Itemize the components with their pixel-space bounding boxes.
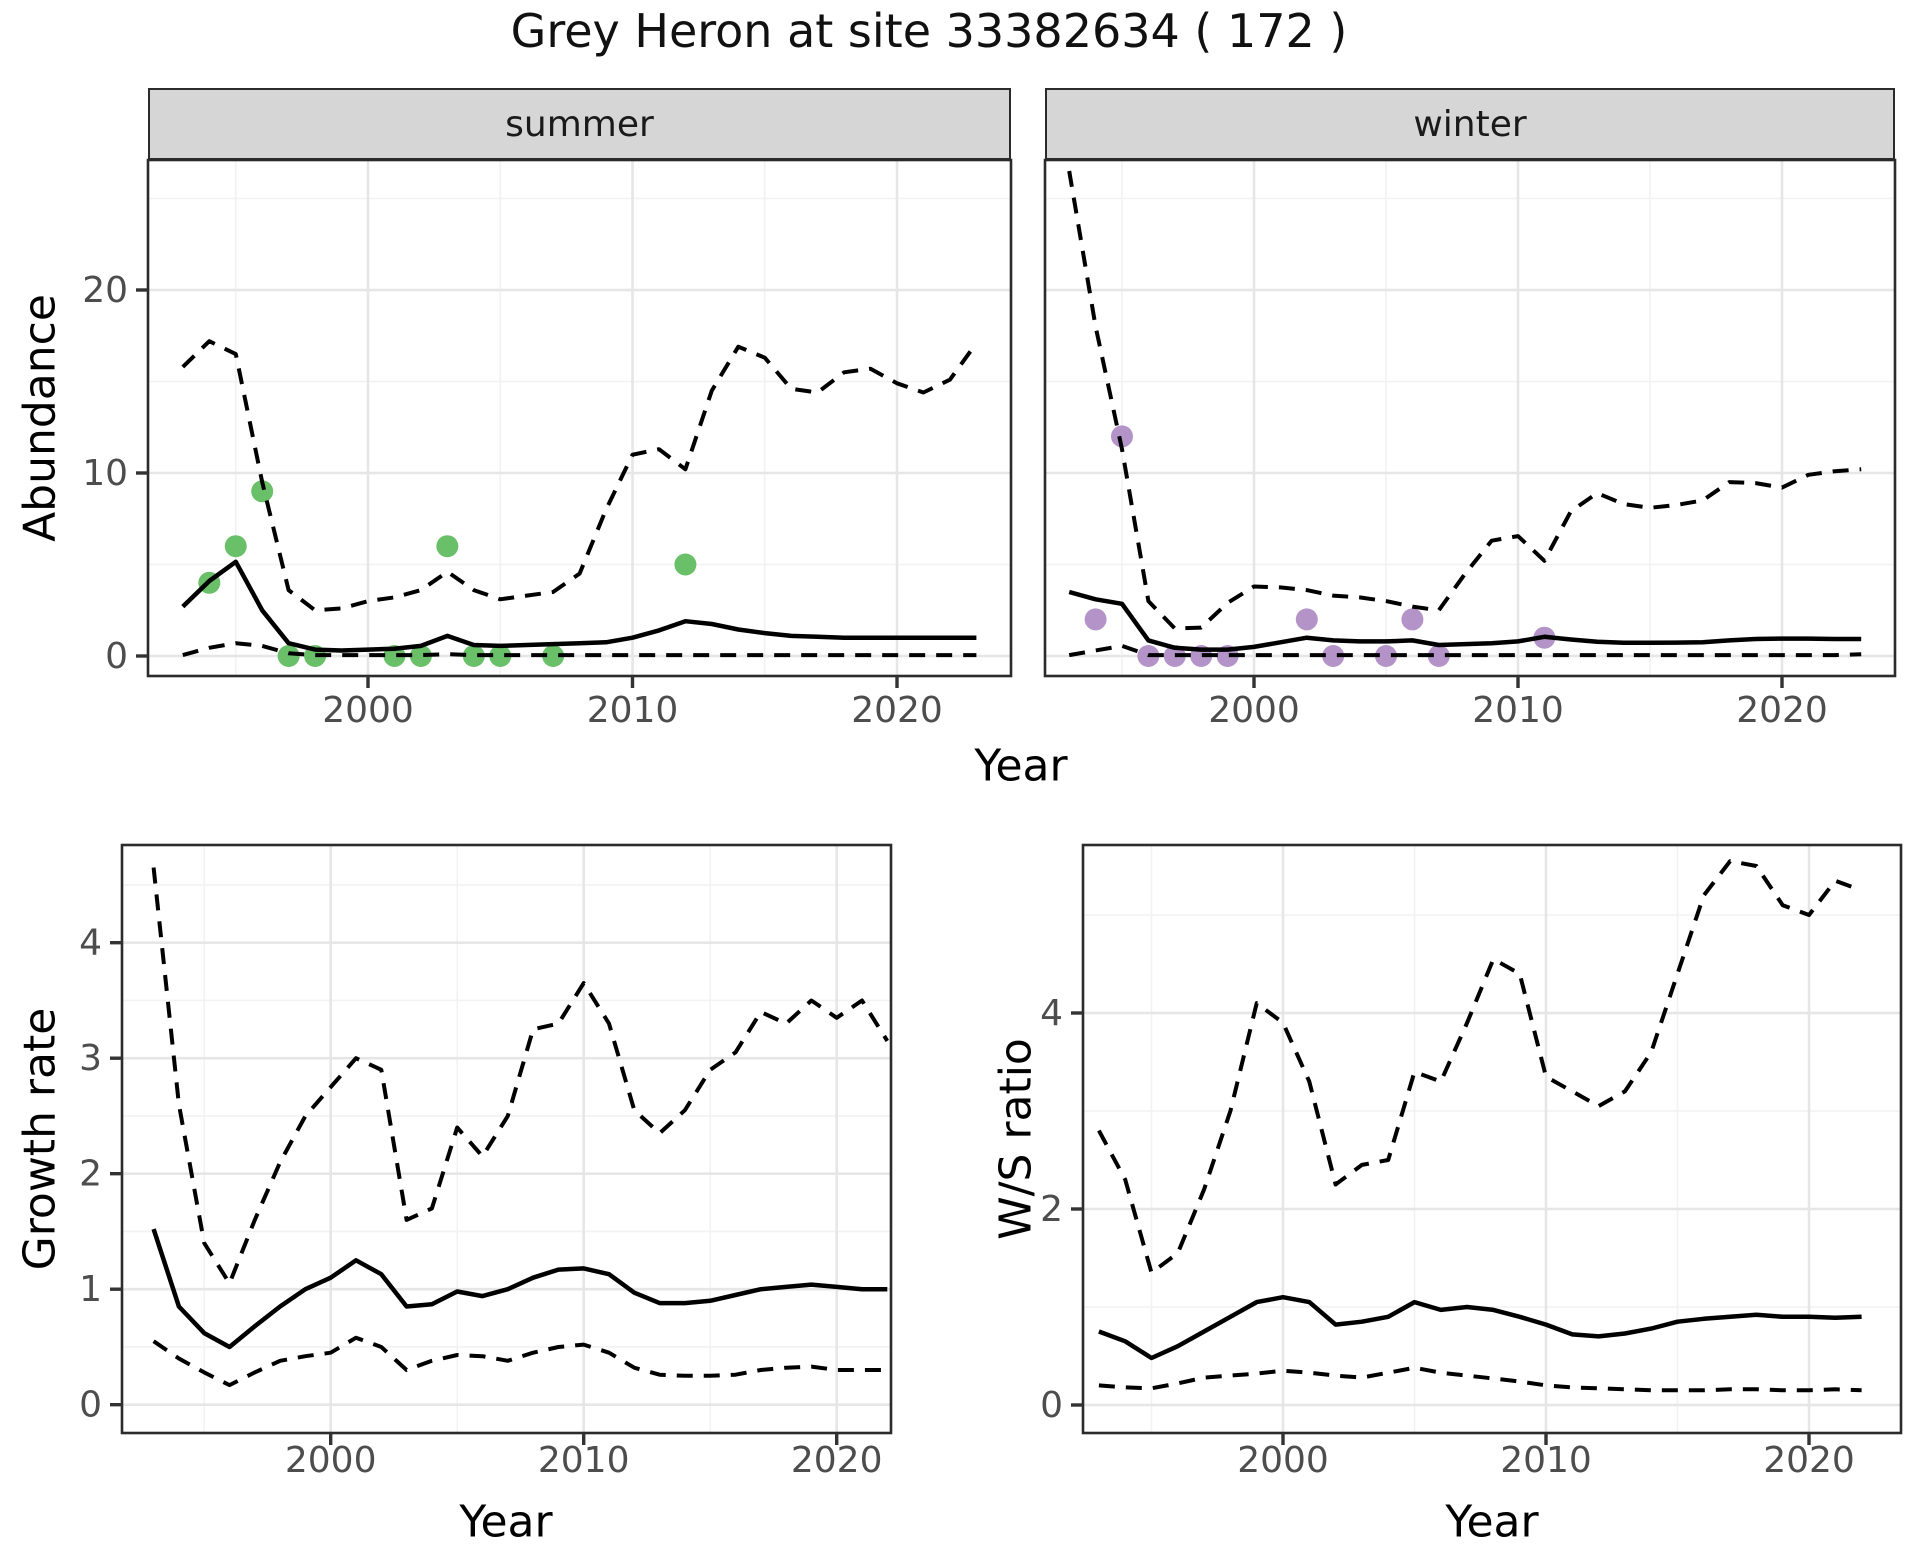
y-tick-label-ws-ratio-4: 4: [1040, 993, 1063, 1034]
point-abundance-summer-2004: [462, 645, 485, 667]
y-tick-label-abundance-summer-10: 10: [82, 453, 128, 494]
x-tick-label-growth-rate-2000: 2000: [285, 1440, 377, 1481]
x-tick-label-growth-rate-2010: 2010: [538, 1440, 630, 1481]
panel-abundance-summer: 2000 2010 2020 0 10 20: [82, 158, 1013, 731]
point-abundance-winter-2005: [1375, 645, 1397, 667]
panel-border-abundance-summer: [146, 158, 1013, 678]
x-tick-label-growth-rate-2020: 2020: [791, 1440, 883, 1481]
plot-area-ws-ratio: [1097, 859, 1863, 1393]
upper-ci-line-growth-rate: [151, 867, 889, 1286]
page-title: Grey Heron at site 33382634 ( 172 ): [510, 4, 1348, 58]
point-abundance-winter-1994: [1084, 608, 1107, 631]
point-abundance-summer-1997: [277, 645, 300, 667]
lower-ci-line-abundance-winter: [1068, 643, 1862, 658]
x-tick-label-abundance-summer-2010: 2010: [587, 690, 679, 731]
point-abundance-winter-1997: [1163, 645, 1186, 667]
point-abundance-winter-2002: [1295, 608, 1318, 631]
axis-abundance-winter: 2000 2010 2020: [1208, 676, 1828, 731]
y-tick-label-growth-rate-4: 4: [79, 923, 102, 964]
panel-border-growth-rate: [120, 843, 893, 1435]
median-line-ws-ratio: [1098, 1294, 1862, 1361]
y-tick-label-growth-rate-2: 2: [79, 1154, 102, 1195]
y-axis-title-abundance: Abundance: [14, 294, 66, 542]
plot-area-abundance-summer: [181, 339, 979, 667]
axis-ws-ratio: 2000 2010 2020 0 2 4: [1040, 993, 1855, 1481]
panel-bg-growth-rate: [122, 845, 891, 1433]
panel-ws-ratio: 2000 2010 2020 0 2 4: [1040, 843, 1903, 1481]
plot-area-abundance-winter: [1067, 170, 1862, 667]
point-abundance-winter-1995: [1111, 425, 1133, 448]
point-abundance-summer-2012: [674, 553, 697, 576]
panel-bg-abundance-winter: [1045, 160, 1895, 676]
x-axis-title-year-growth: Year: [459, 1496, 553, 1548]
lower-ci-line-abundance-summer: [182, 641, 977, 658]
lower-ci-line-ws-ratio: [1098, 1365, 1862, 1393]
upper-ci-line-ws-ratio: [1097, 859, 1863, 1275]
axis-growth-rate: 2000 2010 2020 0 1 2 3 4: [79, 923, 882, 1481]
axis-abundance-summer: 2000 2010 2020 0 10 20: [82, 270, 943, 731]
facet-strip-winter-label: winter: [1413, 103, 1527, 145]
upper-ci-line-abundance-summer: [181, 339, 979, 613]
median-line-abundance-summer: [181, 559, 977, 653]
x-tick-label-abundance-summer-2020: 2020: [851, 690, 943, 731]
x-tick-label-abundance-winter-2020: 2020: [1736, 690, 1828, 731]
y-tick-label-growth-rate-1: 1: [79, 1269, 102, 1310]
y-tick-label-growth-rate-3: 3: [79, 1038, 102, 1079]
point-abundance-winter-2006: [1401, 608, 1424, 631]
panel-bg-abundance-summer: [148, 160, 1011, 676]
x-tick-label-abundance-summer-2000: 2000: [322, 690, 414, 731]
point-abundance-winter-2007: [1427, 645, 1450, 667]
x-axis-title-year-top: Year: [974, 740, 1068, 792]
y-axis-title-ws-ratio: W/S ratio: [990, 1038, 1042, 1240]
panel-border-ws-ratio: [1081, 843, 1903, 1435]
x-tick-label-abundance-winter-2000: 2000: [1208, 690, 1300, 731]
y-tick-label-abundance-summer-0: 0: [105, 636, 128, 677]
point-abundance-summer-1996: [251, 480, 274, 503]
plot-area-growth-rate: [151, 867, 889, 1388]
point-abundance-summer-2002: [409, 645, 432, 667]
y-tick-label-ws-ratio-2: 2: [1040, 1189, 1063, 1230]
panel-bg-ws-ratio: [1083, 845, 1901, 1433]
panel-abundance-winter: 2000 2010 2020: [1043, 158, 1897, 731]
point-abundance-summer-1995: [224, 535, 247, 558]
median-line-growth-rate: [151, 1228, 888, 1350]
facet-strip-summer: summer: [148, 88, 1011, 160]
point-abundance-summer-2005: [489, 645, 512, 667]
facet-strip-winter: winter: [1045, 88, 1895, 160]
point-abundance-summer-2007: [542, 645, 565, 667]
panel-growth-rate: 2000 2010 2020 0 1 2 3 4: [79, 843, 893, 1481]
lower-ci-line-growth-rate: [152, 1335, 888, 1388]
x-axis-title-year-ws: Year: [1445, 1496, 1539, 1548]
y-axis-title-growth-rate: Growth rate: [14, 1007, 66, 1271]
median-line-abundance-winter: [1068, 589, 1862, 652]
x-tick-label-ws-ratio-2000: 2000: [1237, 1440, 1329, 1481]
panel-border-abundance-winter: [1043, 158, 1897, 678]
y-tick-label-growth-rate-0: 0: [79, 1385, 102, 1426]
x-tick-label-ws-ratio-2010: 2010: [1500, 1440, 1592, 1481]
point-abundance-winter-2003: [1322, 645, 1345, 667]
point-abundance-summer-2003: [436, 535, 459, 558]
gridlines-ws-ratio: [1083, 845, 1901, 1433]
facet-strip-summer-label: summer: [505, 103, 654, 145]
x-tick-label-abundance-winter-2010: 2010: [1472, 690, 1564, 731]
y-tick-label-abundance-summer-20: 20: [82, 270, 128, 311]
upper-ci-line-abundance-winter: [1067, 170, 1862, 631]
x-tick-label-ws-ratio-2020: 2020: [1763, 1440, 1855, 1481]
y-tick-label-ws-ratio-0: 0: [1040, 1385, 1063, 1426]
